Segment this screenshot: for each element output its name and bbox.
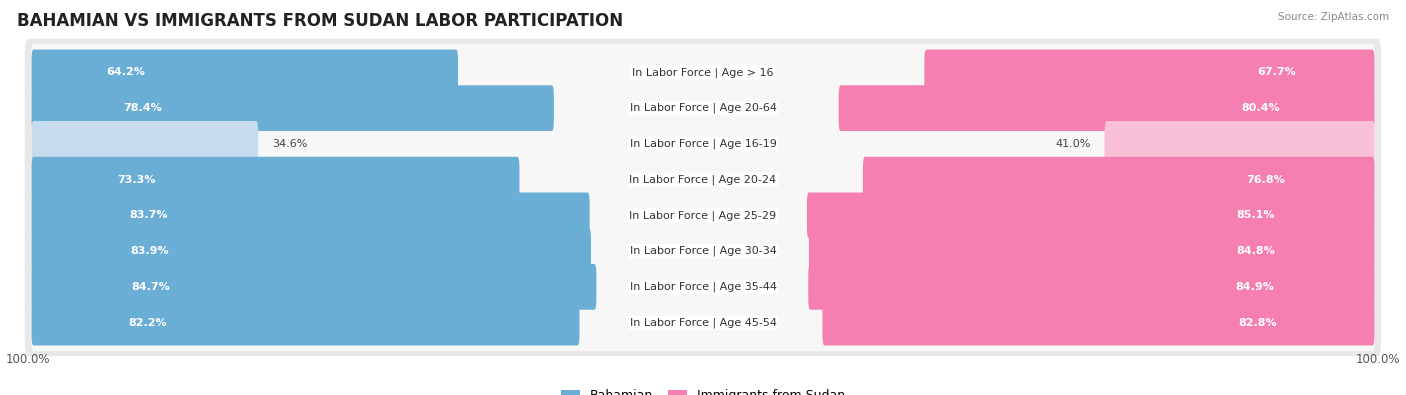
FancyBboxPatch shape xyxy=(823,300,1375,346)
Text: 84.9%: 84.9% xyxy=(1236,282,1275,292)
FancyBboxPatch shape xyxy=(25,75,1381,142)
FancyBboxPatch shape xyxy=(31,151,1375,208)
FancyBboxPatch shape xyxy=(31,222,1375,280)
Text: 78.4%: 78.4% xyxy=(124,103,162,113)
FancyBboxPatch shape xyxy=(808,264,1375,310)
FancyBboxPatch shape xyxy=(25,218,1381,285)
FancyBboxPatch shape xyxy=(31,258,1375,316)
Text: 84.7%: 84.7% xyxy=(131,282,170,292)
FancyBboxPatch shape xyxy=(31,300,579,346)
Text: 82.8%: 82.8% xyxy=(1239,318,1277,327)
FancyBboxPatch shape xyxy=(807,192,1375,238)
Text: 80.4%: 80.4% xyxy=(1241,103,1281,113)
FancyBboxPatch shape xyxy=(31,264,596,310)
Text: BAHAMIAN VS IMMIGRANTS FROM SUDAN LABOR PARTICIPATION: BAHAMIAN VS IMMIGRANTS FROM SUDAN LABOR … xyxy=(17,12,623,30)
FancyBboxPatch shape xyxy=(31,294,1375,351)
FancyBboxPatch shape xyxy=(31,157,519,203)
Text: 83.7%: 83.7% xyxy=(129,211,169,220)
Text: In Labor Force | Age 16-19: In Labor Force | Age 16-19 xyxy=(630,139,776,149)
FancyBboxPatch shape xyxy=(863,157,1375,203)
Text: In Labor Force | Age > 16: In Labor Force | Age > 16 xyxy=(633,67,773,78)
Text: 73.3%: 73.3% xyxy=(117,175,156,184)
Text: In Labor Force | Age 45-54: In Labor Force | Age 45-54 xyxy=(630,317,776,328)
FancyBboxPatch shape xyxy=(25,253,1381,320)
FancyBboxPatch shape xyxy=(31,44,1375,101)
FancyBboxPatch shape xyxy=(31,49,458,95)
FancyBboxPatch shape xyxy=(25,39,1381,106)
FancyBboxPatch shape xyxy=(31,79,1375,137)
Text: In Labor Force | Age 30-34: In Labor Force | Age 30-34 xyxy=(630,246,776,256)
Text: In Labor Force | Age 20-24: In Labor Force | Age 20-24 xyxy=(630,174,776,185)
FancyBboxPatch shape xyxy=(31,228,591,274)
Text: 83.9%: 83.9% xyxy=(129,246,169,256)
FancyBboxPatch shape xyxy=(808,228,1375,274)
FancyBboxPatch shape xyxy=(25,110,1381,177)
FancyBboxPatch shape xyxy=(838,85,1375,131)
FancyBboxPatch shape xyxy=(31,121,259,167)
Text: Source: ZipAtlas.com: Source: ZipAtlas.com xyxy=(1278,12,1389,22)
FancyBboxPatch shape xyxy=(31,115,1375,173)
Text: 41.0%: 41.0% xyxy=(1056,139,1091,149)
FancyBboxPatch shape xyxy=(1105,121,1375,167)
Text: 84.8%: 84.8% xyxy=(1236,246,1275,256)
Text: 76.8%: 76.8% xyxy=(1246,175,1285,184)
FancyBboxPatch shape xyxy=(31,192,589,238)
Text: 85.1%: 85.1% xyxy=(1236,211,1274,220)
Text: 82.2%: 82.2% xyxy=(128,318,166,327)
Text: In Labor Force | Age 20-64: In Labor Force | Age 20-64 xyxy=(630,103,776,113)
Text: In Labor Force | Age 35-44: In Labor Force | Age 35-44 xyxy=(630,282,776,292)
FancyBboxPatch shape xyxy=(25,146,1381,213)
FancyBboxPatch shape xyxy=(924,49,1375,95)
Text: 34.6%: 34.6% xyxy=(271,139,307,149)
FancyBboxPatch shape xyxy=(25,289,1381,356)
FancyBboxPatch shape xyxy=(31,85,554,131)
Text: 64.2%: 64.2% xyxy=(105,68,145,77)
FancyBboxPatch shape xyxy=(25,182,1381,249)
Legend: Bahamian, Immigrants from Sudan: Bahamian, Immigrants from Sudan xyxy=(555,384,851,395)
Text: 67.7%: 67.7% xyxy=(1257,68,1296,77)
FancyBboxPatch shape xyxy=(31,187,1375,244)
Text: In Labor Force | Age 25-29: In Labor Force | Age 25-29 xyxy=(630,210,776,221)
